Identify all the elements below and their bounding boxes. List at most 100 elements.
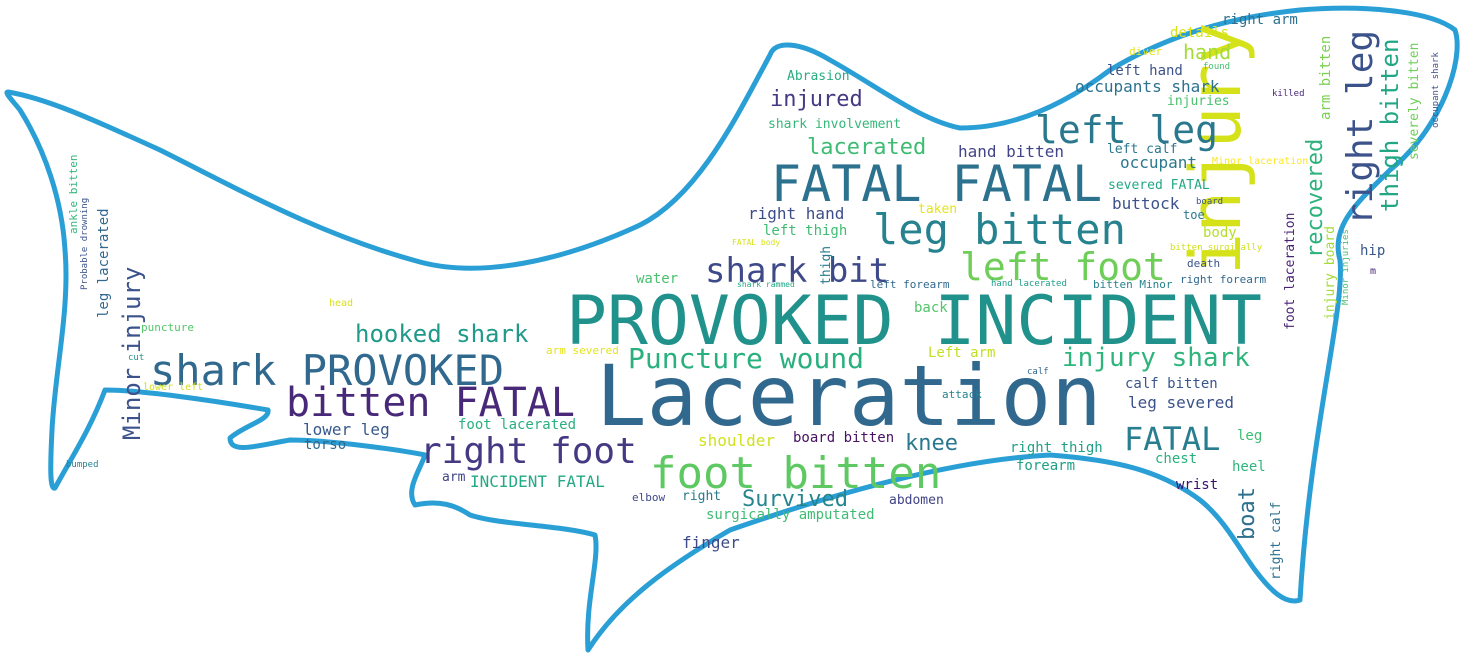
word-hand-lacerated: hand lacerated	[991, 279, 1067, 289]
word-attack: attack	[942, 388, 982, 401]
word-right: right	[682, 489, 721, 504]
word-hand: hand	[1183, 40, 1231, 64]
word-left-thigh: left thigh	[763, 223, 847, 239]
word-shoulder: shoulder	[698, 431, 775, 450]
word-shark-rammed: shark rammed	[737, 280, 795, 289]
word-bitten-fatal: bitten FATAL	[286, 380, 575, 426]
word-injuries: injuries	[1167, 94, 1230, 109]
word-bumped: bumped	[66, 460, 99, 470]
word-knee: knee	[905, 431, 958, 456]
word-minor-injuries: Minor injuries	[1341, 229, 1351, 305]
word-diver: diver	[1129, 45, 1162, 58]
word-leg-lacerated: leg lacerated	[96, 208, 112, 318]
word-killed: killed	[1272, 89, 1305, 99]
word-thigh: thigh	[819, 246, 834, 285]
word-occupant-shark: occupant shark	[1431, 52, 1441, 128]
word-occupants-shark: occupants shark	[1075, 77, 1220, 96]
word-severely-bitten: severely bitten	[1407, 43, 1422, 160]
word-bitten-minor: bitten Minor	[1093, 278, 1173, 291]
word-bitten-surgically: bitten surgically	[1170, 243, 1263, 253]
word-right-calf: right calf	[1269, 502, 1284, 580]
word-ankle-bitten: ankle bitten	[67, 155, 80, 234]
word-arm-severed: arm severed	[546, 344, 619, 357]
word-arm-bitten: arm bitten	[1318, 36, 1334, 120]
word-injured: injured	[770, 87, 863, 112]
word-lower-left: lower left	[143, 382, 203, 393]
word-arm: arm	[442, 470, 466, 485]
word-injury-shark: injury shark	[1062, 343, 1250, 373]
word-left-forearm: left forearm	[870, 278, 950, 291]
word-left-hand: left hand	[1107, 63, 1183, 79]
word-hand-bitten: hand bitten	[958, 142, 1064, 161]
word-incident-fatal: INCIDENT FATAL	[470, 472, 605, 491]
word-foot-bitten: foot bitten	[650, 448, 941, 499]
word-death: death	[1187, 257, 1220, 270]
word-leg-severed: leg severed	[1128, 393, 1234, 412]
word-hooked-shark: hooked shark	[355, 320, 529, 348]
word-left-calf: left calf	[1107, 142, 1177, 157]
word-left-leg: left leg	[1035, 108, 1218, 152]
word-surgically-amputated: surgically amputated	[706, 507, 875, 523]
word-body: body	[1203, 225, 1237, 241]
word-injury-board: injury board	[1323, 226, 1338, 320]
word-board-bitten: board bitten	[793, 430, 894, 446]
word-left-foot: left foot	[960, 245, 1166, 289]
word-details: details	[1170, 25, 1229, 41]
word-shark-involvement: shark involvement	[768, 117, 901, 132]
word-leg-bitten: leg bitten	[873, 205, 1126, 254]
word-left-arm: Left arm	[928, 345, 995, 361]
word-toe: toe	[1183, 208, 1205, 222]
word-abrasion: Abrasion	[787, 69, 850, 84]
word-boat: boat	[1235, 487, 1260, 540]
word-thigh-bitten: thigh bitten	[1376, 39, 1404, 212]
word-injury: injury	[1175, 22, 1257, 275]
word-occupant: occupant	[1120, 153, 1197, 172]
word-hip: hip	[1360, 243, 1385, 259]
word-finger: finger	[682, 533, 740, 552]
word-forearm: forearm	[1016, 458, 1075, 474]
word-cut: cut	[128, 353, 144, 363]
word-leg: leg	[1237, 428, 1262, 444]
word-heel: heel	[1232, 459, 1266, 475]
word-water: water	[636, 271, 678, 287]
word-recovered: recovered	[1303, 139, 1328, 258]
word-right-hand: right hand	[748, 204, 844, 223]
word-board: board	[1196, 197, 1223, 207]
word-shark-bit: shark bit	[705, 251, 889, 291]
word-elbow: elbow	[632, 491, 665, 504]
word-m: m	[1370, 266, 1376, 277]
word-minor-injury: Minor injury	[118, 267, 146, 440]
word-buttock: buttock	[1112, 194, 1180, 213]
word-puncture-wound: Puncture wound	[628, 342, 864, 375]
word-torso: torso	[304, 437, 346, 453]
word-abdomen: abdomen	[889, 493, 944, 508]
word-fatal-fatal: FATAL FATAL	[771, 155, 1102, 213]
word-fatal: FATAL	[1124, 420, 1220, 458]
shark-outline	[4, 5, 1460, 653]
word-foot-laceration: foot laceration	[1283, 213, 1298, 330]
word-provoked-incident: PROVOKED INCIDENT	[566, 282, 1262, 361]
word-minor-laceration: Minor laceration	[1212, 156, 1308, 167]
word-right-foot: right foot	[420, 431, 637, 472]
word-shark-provoked: shark PROVOKED	[150, 346, 504, 395]
word-found: found	[1203, 62, 1230, 72]
word-survived: Survived	[742, 487, 848, 512]
word-calf-bitten: calf bitten	[1125, 376, 1218, 392]
word-head: head	[329, 298, 353, 309]
word-lacerated: lacerated	[807, 135, 926, 160]
word-fatal-body: FATAL body	[732, 238, 780, 247]
word-laceration: Laceration	[596, 347, 1102, 445]
word-lower-leg: lower leg	[303, 420, 390, 439]
word-chest: chest	[1155, 451, 1197, 467]
word-severed-fatal: severed FATAL	[1108, 178, 1210, 193]
word-probable-drowning: Probable drowning	[80, 198, 90, 290]
word-wrist: wrist	[1176, 477, 1218, 493]
word-taken: taken	[918, 202, 957, 217]
word-back: back	[914, 300, 948, 316]
word-right-forearm: right forearm	[1180, 273, 1266, 286]
word-calf: calf	[1027, 367, 1049, 377]
word-right-leg: right leg	[1340, 30, 1381, 225]
